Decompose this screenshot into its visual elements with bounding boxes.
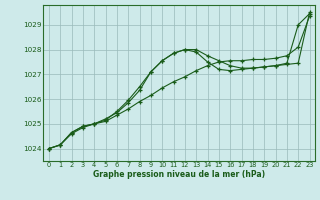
X-axis label: Graphe pression niveau de la mer (hPa): Graphe pression niveau de la mer (hPa) [93,170,265,179]
